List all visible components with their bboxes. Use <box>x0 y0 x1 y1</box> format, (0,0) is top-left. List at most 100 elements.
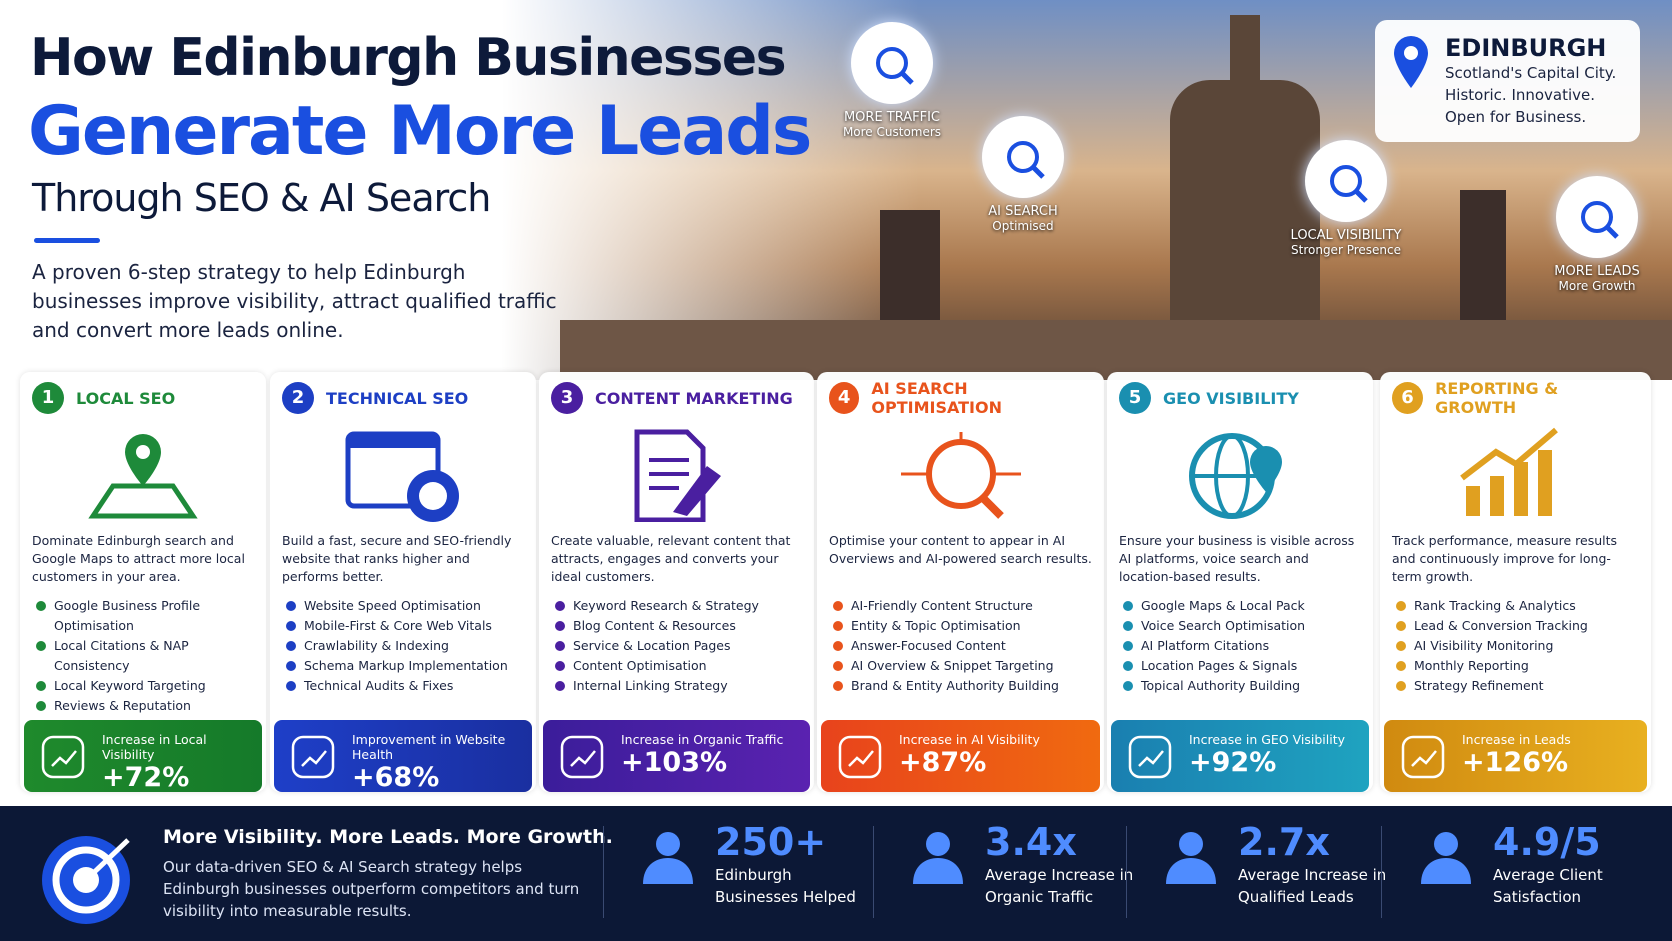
list-item: AI Overview & Snippet Targeting <box>829 656 1092 676</box>
stat-value: +68% <box>352 762 440 793</box>
list-item: Google Maps & Local Pack <box>1119 596 1361 616</box>
footer-stat: 4.9/5 Average Client Satisfaction <box>1413 820 1643 908</box>
icon <box>838 735 882 779</box>
list-item: Local Keyword Targeting <box>32 676 254 696</box>
step-number: 3 <box>551 382 583 414</box>
pin-icon <box>1394 36 1428 88</box>
footer-stat: 250+ Edinburgh Businesses Helped <box>635 820 865 908</box>
stat-banner: Increase in Local Visibility +72% <box>24 720 262 793</box>
step-description: Create valuable, relevant content that a… <box>551 533 791 584</box>
list-item: Answer-Focused Content <box>829 636 1092 656</box>
title-line: How Edinburgh Businesses <box>30 28 787 88</box>
step-description: Track performance, measure results and c… <box>1392 533 1618 584</box>
step-description: Optimise your content to appear in AI Ov… <box>829 533 1092 566</box>
location-line: Open for Business. <box>1445 108 1587 126</box>
divider <box>603 826 604 918</box>
icon <box>88 434 198 519</box>
list-item: Crawlability & Indexing <box>282 636 524 656</box>
step-title: CONTENT MARKETING <box>595 388 793 408</box>
icon <box>41 735 85 779</box>
list-item: Blog Content & Resources <box>551 616 802 636</box>
badge-circle <box>1305 140 1387 222</box>
step-card: 5 GEO VISIBILITY Ensure your business is v… <box>1107 372 1373 792</box>
list-item: AI Visibility Monitoring <box>1392 636 1639 656</box>
list-item: Mobile-First & Core Web Vitals <box>282 616 524 636</box>
step-card: 3 CONTENT MARKETING Create valuable, relev… <box>539 372 814 792</box>
stat-label: Increase in Organic Traffic <box>621 732 784 747</box>
subtitle: Through SEO & AI Search <box>32 176 491 220</box>
stat-value: +103% <box>621 747 728 778</box>
list-item: Schema Markup Implementation <box>282 656 524 676</box>
stat-value: 2.7x <box>1238 820 1330 864</box>
badge-label: MORE TRAFFIC <box>843 110 941 125</box>
badge-label: MORE LEADS <box>1554 264 1640 279</box>
list-item: AI Platform Citations <box>1119 636 1361 656</box>
step-number: 4 <box>829 382 860 414</box>
stat-label: Average Increase in Organic Traffic <box>985 866 1134 906</box>
list-item: Entity & Topic Optimisation <box>829 616 1092 636</box>
location-line: Scotland's Capital City. <box>1445 64 1617 82</box>
step-header: 5 GEO VISIBILITY <box>1119 382 1361 414</box>
step-description: Dominate Edinburgh search and Google Map… <box>32 533 245 584</box>
stat-banner: Increase in Organic Traffic +103% <box>543 720 810 792</box>
stat-banner: Increase in Leads +126% <box>1384 720 1647 792</box>
title-highlight: Generate More Leads <box>28 92 812 171</box>
footer-stat: 3.4x Average Increase in Organic Traffic <box>905 820 1135 908</box>
footer-headline: More Visibility. More Leads. More Growth… <box>163 826 613 848</box>
location-name: EDINBURGH <box>1445 34 1607 62</box>
stat-label: Average Increase in Qualified Leads <box>1238 866 1387 906</box>
step-description: Build a fast, secure and SEO-friendly we… <box>282 533 512 584</box>
badge-sub: Optimised <box>992 219 1054 233</box>
stat-value: 4.9/5 <box>1493 820 1601 864</box>
step-header: 6 REPORTING & GROWTH <box>1392 379 1639 417</box>
icon <box>560 735 604 779</box>
icon <box>1189 433 1282 519</box>
icon <box>643 832 693 884</box>
stat-value: 250+ <box>715 820 827 864</box>
stat-label: Average Client Satisfaction <box>1493 866 1603 906</box>
intro-text: A proven 6-step strategy to help Edinbur… <box>32 260 557 342</box>
footer-stat: 2.7x Average Increase in Qualified Leads <box>1158 820 1388 908</box>
badge-circle <box>1556 176 1638 258</box>
badge-sub: Stronger Presence <box>1291 243 1401 257</box>
list-item: Topical Authority Building <box>1119 676 1361 696</box>
step-header: 1 LOCAL SEO <box>32 382 254 414</box>
step-list: Website Speed Optimisation Mobile-First &… <box>282 596 524 696</box>
stat-value: +87% <box>899 747 987 778</box>
step-number: 1 <box>32 382 64 414</box>
list-item: Strategy Refinement <box>1392 676 1639 696</box>
stat-label: Edinburgh Businesses Helped <box>715 866 856 906</box>
icon <box>913 832 963 884</box>
footer-text: Our data-driven SEO & AI Search strategy… <box>163 858 580 920</box>
step-header: 4 AI SEARCH OPTIMISATION <box>829 379 1092 417</box>
stat-value: +72% <box>102 762 190 793</box>
icon <box>900 432 1021 519</box>
stat-label: Increase in GEO Visibility <box>1189 732 1346 747</box>
icon <box>291 735 335 779</box>
icon <box>1166 832 1216 884</box>
list-item: Internal Linking Strategy <box>551 676 802 696</box>
step-card: 2 TECHNICAL SEO Build a fast, secure and S… <box>270 372 536 793</box>
step-header: 3 CONTENT MARKETING <box>551 382 802 414</box>
step-description: Ensure your business is visible across A… <box>1119 533 1355 584</box>
list-item: Rank Tracking & Analytics <box>1392 596 1639 616</box>
stat-value: +126% <box>1462 747 1569 778</box>
icon <box>345 431 459 522</box>
step-title: REPORTING & GROWTH <box>1435 379 1559 417</box>
badge: MORE TRAFFIC More Customers <box>812 22 972 139</box>
stat-banner: Increase in AI Visibility +87% <box>821 720 1100 792</box>
step-list: Keyword Research & Strategy Blog Content … <box>551 596 802 696</box>
step-number: 2 <box>282 382 314 414</box>
icon <box>1007 141 1045 179</box>
icon <box>1128 735 1172 779</box>
step-card: 4 AI SEARCH OPTIMISATION Optimise your con… <box>817 372 1104 792</box>
list-item: Monthly Reporting <box>1392 656 1639 676</box>
icon <box>1330 165 1368 203</box>
stat-label: Increase in Leads <box>1462 732 1571 747</box>
list-item: Content Optimisation <box>551 656 802 676</box>
stat-label: Improvement in Website Health <box>352 732 506 762</box>
divider <box>1126 826 1127 918</box>
list-item: Lead & Conversion Tracking <box>1392 616 1639 636</box>
list-item: Google Business Profile Optimisation <box>32 596 254 636</box>
list-item: Service & Location Pages <box>551 636 802 656</box>
